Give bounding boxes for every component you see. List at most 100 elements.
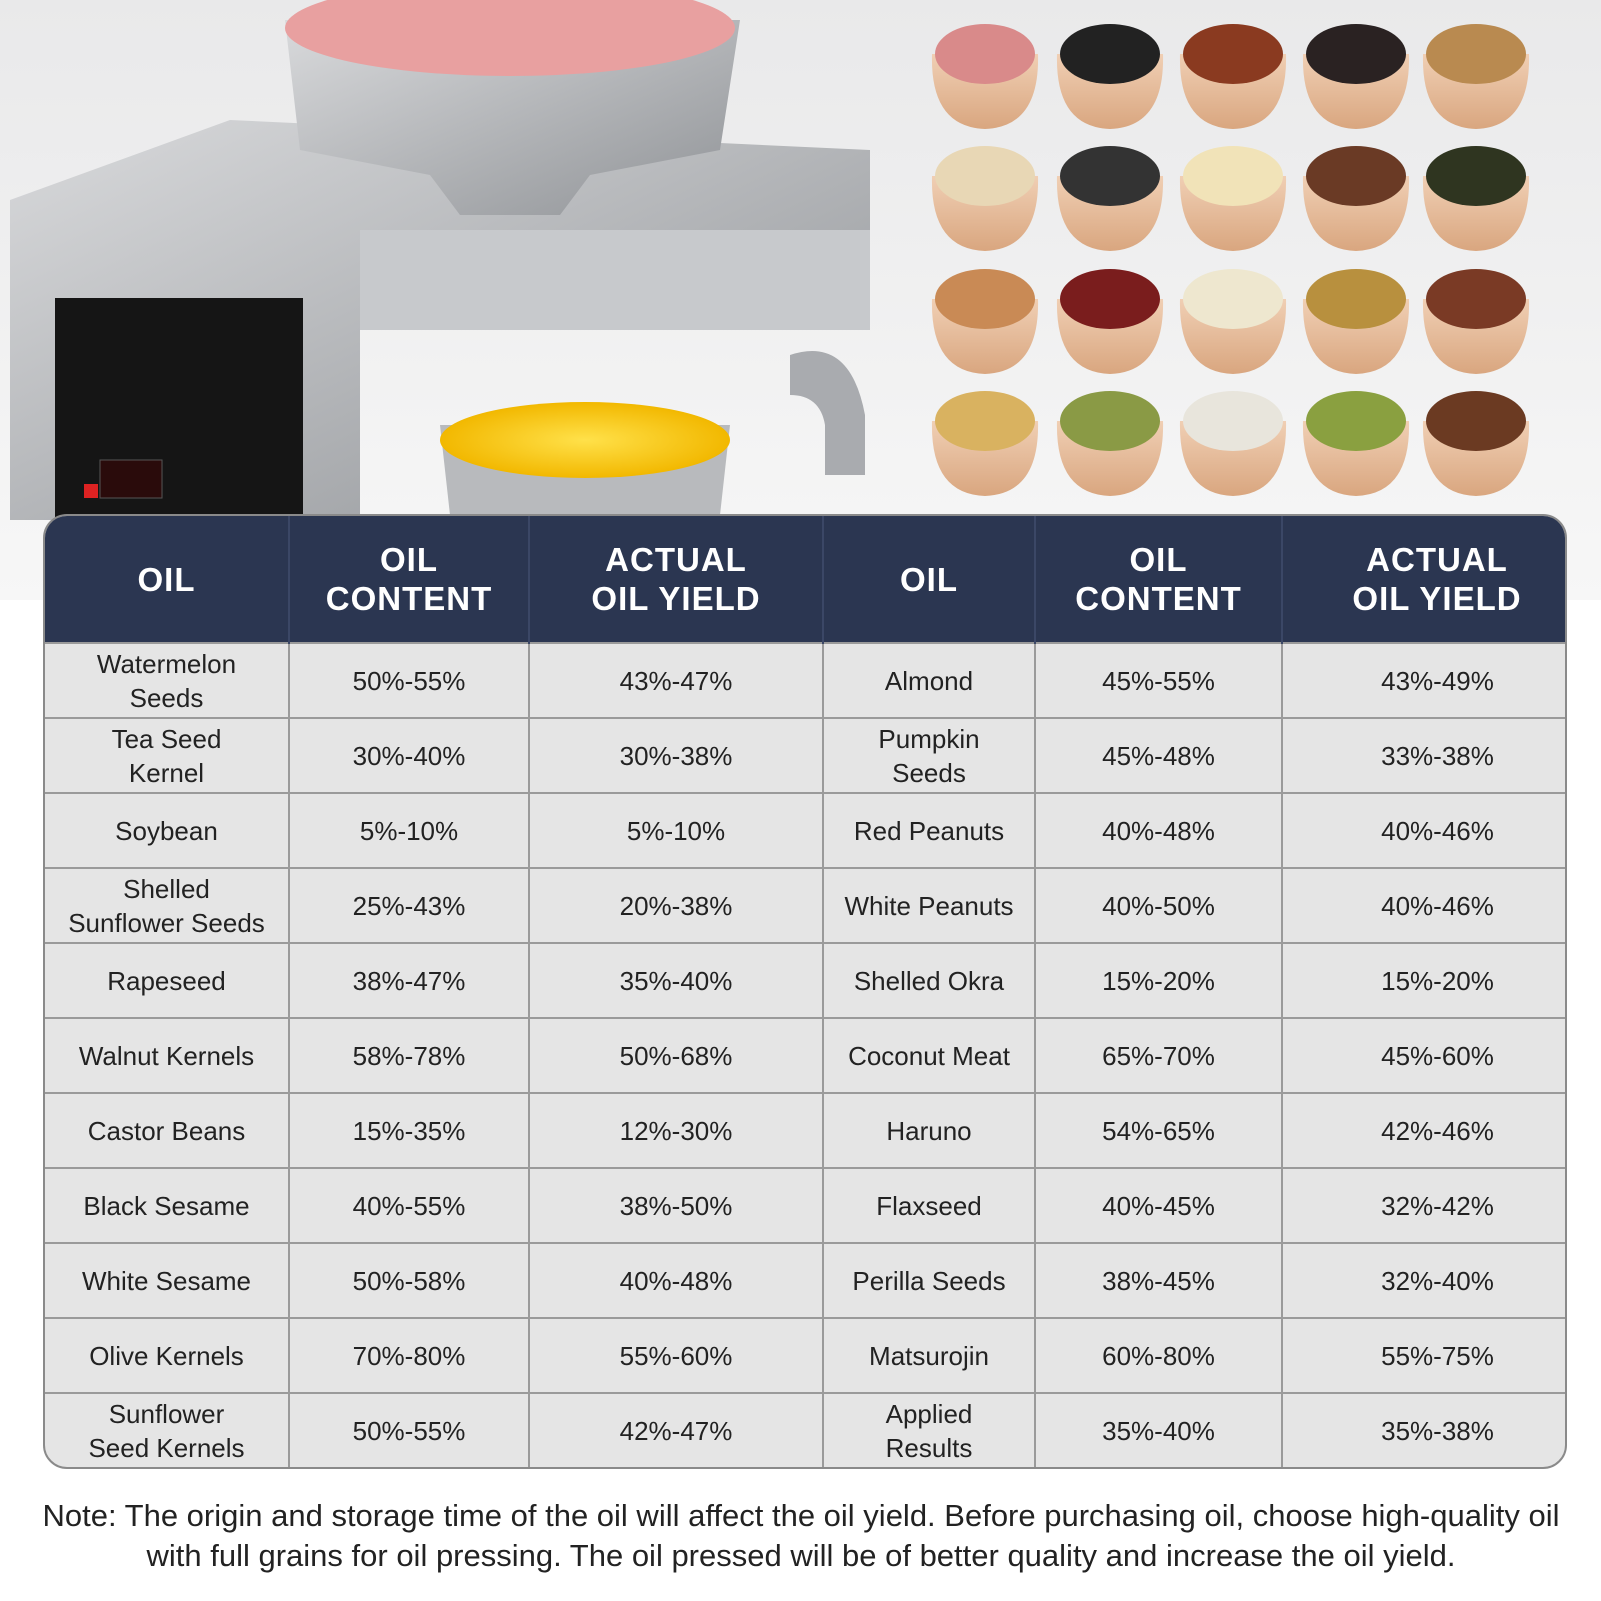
table-cell: Applied Results [822,1392,1036,1467]
table-cell: 50%-55% [288,642,530,719]
table-cell: 35%-40% [1034,1392,1283,1467]
table-cell: White Peanuts [822,867,1036,944]
seeds [1426,146,1526,206]
table-cell: Soybean [45,792,290,869]
table-cell: Sunflower Seed Kernels [45,1392,290,1467]
table-cell: 54%-65% [1034,1092,1283,1169]
seeds [935,391,1035,451]
table-cell: Flaxseed [822,1167,1036,1244]
seeds [1306,146,1406,206]
table-row: Shelled Sunflower Seeds 25%-43% 20%-38% Whi… [45,867,1565,944]
table-cell: 43%-49% [1281,642,1565,719]
seeds [1183,391,1283,451]
table-cell: 40%-46% [1281,867,1565,944]
table-cell: 45%-55% [1034,642,1283,719]
table-cell: 45%-60% [1281,1017,1565,1094]
table-row: White Sesame 50%-58% 40%-48% Perilla Seeds 3… [45,1242,1565,1319]
table-cell: 55%-60% [528,1317,824,1394]
table-cell: 43%-47% [528,642,824,719]
table-cell: 15%-20% [1281,942,1565,1019]
seeds [1060,269,1160,329]
table-cell: 65%-70% [1034,1017,1283,1094]
table-cell: 30%-40% [288,717,530,794]
seeds [935,146,1035,206]
table-cell: Pumpkin Seeds [822,717,1036,794]
table-cell: 15%-35% [288,1092,530,1169]
table-cell: 32%-42% [1281,1167,1565,1244]
table-row: Olive Kernels 70%-80% 55%-60% Matsurojin 60%… [45,1317,1565,1394]
column-header: OIL [823,516,1036,643]
table-row: Rapeseed 38%-47% 35%-40% Shelled Okra 15%-20… [45,942,1565,1019]
table-cell: 70%-80% [288,1317,530,1394]
seeds [1426,269,1526,329]
seeds [1060,146,1160,206]
seeds [1183,146,1283,206]
table-cell: 50%-55% [288,1392,530,1467]
table-row: Walnut Kernels 58%-78% 50%-68% Coconut Meat… [45,1017,1565,1094]
table-cell: 35%-40% [528,942,824,1019]
peanuts [285,0,735,76]
column-header: OIL CONTENT [1035,516,1283,643]
table-cell: 32%-40% [1281,1242,1565,1319]
table-cell: 42%-47% [528,1392,824,1467]
seeds [1183,269,1283,329]
table-cell: Shelled Sunflower Seeds [45,867,290,944]
table-cell: 55%-75% [1281,1317,1565,1394]
oil [440,402,730,478]
table-cell: Tea Seed Kernel [45,717,290,794]
table-cell: Shelled Okra [822,942,1036,1019]
table-cell: Almond [822,642,1036,719]
header-row: OIL OIL CONTENT ACTUAL OIL YIELD OIL OIL CON… [45,516,1565,643]
table-cell: 5%-10% [288,792,530,869]
table-cell: 12%-30% [528,1092,824,1169]
note: Note: The origin and storage time of the… [42,1498,1560,1573]
table-row: Tea Seed Kernel 30%-40% 30%-38% Pumpkin See… [45,717,1565,794]
table-cell: Walnut Kernels [45,1017,290,1094]
table-row: Castor Beans 15%-35% 12%-30% Haruno 54%-65% 4… [45,1092,1565,1169]
table-cell: 38%-50% [528,1167,824,1244]
table-cell: 40%-55% [288,1167,530,1244]
column-header: OIL [45,516,290,643]
table-cell: White Sesame [45,1242,290,1319]
table: OIL OIL CONTENT ACTUAL OIL YIELD OIL OIL CON… [45,516,1565,1467]
table-cell: 40%-48% [1034,792,1283,869]
seed-bowls [931,24,1530,496]
seeds [1060,391,1160,451]
control-panel [55,298,303,520]
table-cell: 50%-58% [288,1242,530,1319]
table-cell: 42%-46% [1281,1092,1565,1169]
table-cell: 30%-38% [528,717,824,794]
table-cell: 35%-38% [1281,1392,1565,1467]
table-row: Soybean 5%-10% 5%-10% Red Peanuts 40%-48% 40%… [45,792,1565,869]
oil-yield-table: OIL OIL CONTENT ACTUAL OIL YIELD OIL OIL CON… [43,514,1567,1469]
display [99,459,163,499]
seeds [1306,269,1406,329]
seeds [1060,24,1160,84]
seeds [1426,24,1526,84]
table-cell: 33%-38% [1281,717,1565,794]
column-header: OIL CONTENT [289,516,530,643]
table-row: Black Sesame 40%-55% 38%-50% Flaxseed 40%-45… [45,1167,1565,1244]
table-cell: 38%-45% [1034,1242,1283,1319]
seeds [1306,391,1406,451]
table-cell: Olive Kernels [45,1317,290,1394]
table-cell: 40%-46% [1281,792,1565,869]
table-cell: 58%-78% [288,1017,530,1094]
table-cell: 5%-10% [528,792,824,869]
table-cell: 20%-38% [528,867,824,944]
seeds [1306,24,1406,84]
seeds [1426,391,1526,451]
table-cell: 45%-48% [1034,717,1283,794]
table-cell: Rapeseed [45,942,290,1019]
table-cell: 50%-68% [528,1017,824,1094]
button [84,484,98,498]
table-cell: 40%-45% [1034,1167,1283,1244]
table-cell: Black Sesame [45,1167,290,1244]
table-cell: Watermelon Seeds [45,642,290,719]
outlet-pipe [790,351,865,475]
table-body: Watermelon Seeds 50%-55% 43%-47% Almond 45%-… [45,642,1565,1467]
table-row: Watermelon Seeds 50%-55% 43%-47% Almond 45%-… [45,642,1565,719]
table-cell: Perilla Seeds [822,1242,1036,1319]
table-cell: Haruno [822,1092,1036,1169]
